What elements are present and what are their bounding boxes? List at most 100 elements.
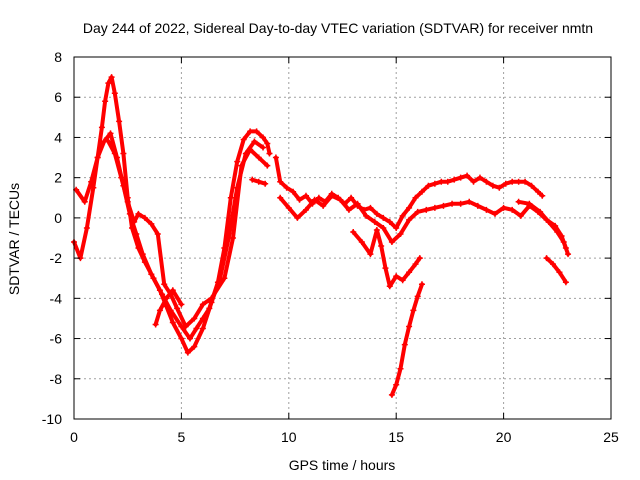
data-point	[240, 136, 247, 143]
data-point	[272, 154, 279, 161]
data-point	[423, 206, 430, 213]
data-point	[249, 176, 256, 183]
y-axis-label: SDTVAR / TECUs	[6, 183, 22, 295]
data-point	[163, 303, 170, 310]
data-point	[388, 391, 395, 398]
series-line	[74, 131, 265, 355]
data-point	[120, 150, 127, 157]
data-point	[105, 138, 112, 145]
y-tick-label: 4	[54, 129, 62, 145]
data-point	[483, 178, 490, 185]
data-point	[174, 305, 181, 312]
data-point	[528, 182, 535, 189]
data-point	[94, 154, 101, 161]
data-point	[378, 243, 385, 250]
data-point	[526, 200, 533, 207]
data-point	[156, 307, 163, 314]
data-point	[178, 301, 185, 308]
data-point	[509, 206, 516, 213]
y-tick-label: 8	[54, 49, 62, 65]
data-point	[302, 192, 309, 199]
data-point	[539, 192, 546, 199]
data-point	[416, 255, 423, 262]
data-point	[229, 235, 236, 241]
data-point	[440, 202, 447, 209]
data-point	[474, 202, 481, 209]
data-point	[108, 74, 115, 81]
data-point	[483, 206, 490, 213]
data-point	[234, 158, 241, 165]
data-point	[277, 178, 284, 185]
x-tick-label: 10	[281, 429, 297, 445]
data-point	[262, 180, 269, 187]
data-point	[457, 174, 464, 181]
data-point	[386, 283, 393, 290]
data-point	[537, 208, 544, 215]
data-point	[345, 206, 352, 213]
data-point	[393, 273, 400, 280]
data-point	[247, 146, 254, 153]
data-point	[393, 224, 400, 231]
data-point	[515, 178, 522, 185]
data-point	[118, 174, 125, 181]
data-point	[406, 269, 413, 276]
data-point	[315, 194, 322, 201]
data-point	[141, 214, 148, 221]
data-point	[98, 124, 105, 131]
data-point	[199, 301, 206, 308]
data-point	[406, 204, 413, 211]
series-line	[389, 282, 424, 397]
data-point	[169, 319, 176, 326]
data-point	[107, 130, 114, 137]
series-line	[351, 228, 422, 289]
data-point	[294, 214, 301, 221]
data-point	[253, 128, 260, 135]
data-point	[186, 335, 193, 342]
data-point	[296, 196, 303, 203]
series-track-11	[543, 255, 569, 286]
data-point	[565, 251, 572, 258]
data-point	[509, 178, 516, 185]
data-point	[401, 341, 408, 348]
data-point	[161, 281, 168, 288]
data-point	[489, 182, 496, 189]
data-point	[255, 178, 262, 185]
series-track-1	[71, 74, 273, 342]
data-point	[414, 293, 421, 300]
series-track-10	[388, 281, 425, 398]
data-point	[545, 218, 552, 225]
data-point	[550, 261, 557, 268]
data-point	[496, 184, 503, 191]
data-point	[102, 98, 109, 105]
plot-frame	[73, 56, 612, 420]
data-point	[124, 198, 131, 205]
data-point	[560, 239, 567, 246]
data-point	[382, 265, 389, 272]
data-point	[515, 198, 522, 205]
data-point	[221, 275, 228, 282]
data-point	[337, 196, 344, 203]
data-point	[277, 194, 284, 201]
data-point	[414, 208, 421, 215]
data-point	[302, 206, 309, 213]
series-line	[544, 256, 568, 285]
data-point	[264, 162, 271, 169]
data-point	[148, 220, 155, 227]
y-tick-label: -10	[42, 411, 62, 427]
data-point	[363, 212, 370, 219]
data-point	[457, 200, 464, 207]
data-point	[148, 271, 155, 278]
data-point	[431, 180, 438, 187]
data-point	[386, 218, 393, 225]
y-tick-label: 2	[54, 170, 62, 186]
series-line	[106, 139, 270, 329]
y-tick-label: -6	[50, 331, 63, 347]
data-point	[502, 180, 509, 187]
data-point	[412, 194, 419, 201]
data-point	[169, 287, 176, 294]
x-tick-label: 5	[178, 429, 186, 445]
data-point	[500, 204, 507, 211]
data-point	[412, 261, 419, 268]
data-point	[255, 154, 262, 161]
data-point	[191, 343, 198, 350]
